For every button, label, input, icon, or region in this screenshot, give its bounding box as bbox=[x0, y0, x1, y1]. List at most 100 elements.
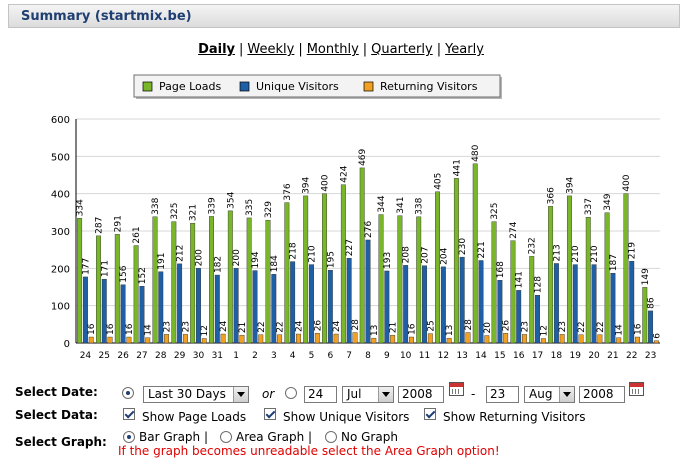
bar bbox=[616, 337, 622, 344]
data-label: 14 bbox=[615, 324, 625, 336]
bar bbox=[290, 261, 296, 344]
legend bbox=[133, 74, 501, 98]
returning-visitors-checkbox[interactable] bbox=[424, 408, 436, 420]
data-label: 227 bbox=[345, 239, 355, 256]
data-label: 337 bbox=[584, 198, 594, 215]
x-tick-label: 16 bbox=[513, 351, 525, 361]
calendar-icon[interactable] bbox=[449, 382, 464, 396]
x-tick-label: 28 bbox=[155, 351, 167, 361]
data-label: 25 bbox=[426, 320, 436, 331]
calendar-icon[interactable] bbox=[629, 382, 644, 396]
data-label: 184 bbox=[270, 255, 280, 272]
data-label: 329 bbox=[264, 201, 274, 218]
bar bbox=[566, 195, 572, 344]
data-label: 400 bbox=[321, 174, 331, 191]
bar bbox=[239, 334, 245, 344]
select-graph-label: Select Graph: bbox=[15, 435, 107, 449]
bar bbox=[629, 261, 635, 344]
data-label: 204 bbox=[439, 247, 449, 264]
from-day-input[interactable]: 24 bbox=[304, 386, 337, 403]
data-label: 23 bbox=[163, 321, 173, 332]
data-label: 22 bbox=[577, 321, 587, 332]
x-tick-label: 7 bbox=[346, 351, 352, 361]
period-link-weekly[interactable]: Weekly bbox=[247, 42, 295, 57]
date-range-radio[interactable] bbox=[122, 387, 134, 399]
bar bbox=[510, 240, 516, 344]
data-label: 219 bbox=[628, 242, 638, 259]
chevron-down-icon bbox=[233, 387, 248, 402]
period-link-monthly[interactable]: Monthly bbox=[306, 42, 359, 57]
period-link-quarterly[interactable]: Quarterly bbox=[371, 42, 433, 57]
bar bbox=[642, 287, 648, 344]
bar bbox=[359, 167, 365, 344]
bar-chart: Page Loads Unique Visitors Returning Visit… bbox=[51, 74, 662, 361]
bar bbox=[309, 264, 314, 344]
data-label: 441 bbox=[452, 159, 462, 176]
x-tick-label: 9 bbox=[384, 351, 390, 361]
x-tick-label: 5 bbox=[309, 351, 315, 361]
y-tick-label: 600 bbox=[51, 115, 70, 126]
data-label: 128 bbox=[534, 276, 544, 293]
period-link-daily[interactable]: Daily bbox=[198, 42, 236, 57]
bar bbox=[491, 221, 497, 344]
data-label: 187 bbox=[609, 254, 619, 271]
bar-graph-radio[interactable] bbox=[123, 431, 135, 443]
data-label: 210 bbox=[590, 245, 600, 262]
unique-visitors-checkbox-label: Show Unique Visitors bbox=[283, 410, 410, 424]
x-tick-label: 18 bbox=[551, 351, 563, 361]
bar bbox=[265, 219, 271, 344]
data-label: 16 bbox=[634, 323, 644, 335]
returning-visitors-checkbox-label: Show Returning Visitors bbox=[443, 410, 586, 424]
data-label: 141 bbox=[515, 271, 525, 288]
x-tick-label: 4 bbox=[290, 351, 296, 361]
to-day-input[interactable]: 23 bbox=[486, 386, 519, 403]
data-label: 24 bbox=[219, 320, 229, 332]
data-label: 338 bbox=[415, 197, 425, 214]
bar bbox=[403, 265, 409, 344]
data-label: 26 bbox=[313, 320, 323, 332]
bar bbox=[246, 217, 252, 344]
y-tick-label: 200 bbox=[51, 264, 70, 275]
legend-entry: Page Loads bbox=[159, 80, 222, 93]
bar bbox=[96, 235, 101, 344]
x-tick-label: 17 bbox=[532, 351, 543, 361]
chevron-down-icon bbox=[559, 387, 574, 402]
from-month-select[interactable]: Jul bbox=[342, 386, 394, 403]
bar bbox=[209, 216, 214, 344]
to-year-input[interactable]: 2008 bbox=[579, 386, 625, 403]
data-label: 394 bbox=[565, 176, 575, 193]
x-tick-label: 13 bbox=[456, 351, 467, 361]
data-label: 16 bbox=[407, 323, 417, 335]
x-tick-label: 21 bbox=[607, 351, 618, 361]
period-link-yearly[interactable]: Yearly bbox=[445, 42, 484, 57]
bar bbox=[346, 258, 352, 344]
bar bbox=[653, 340, 659, 344]
bar bbox=[591, 264, 597, 344]
y-tick-label: 500 bbox=[51, 152, 70, 163]
x-tick-label: 19 bbox=[569, 351, 581, 361]
bar bbox=[220, 333, 226, 344]
data-label: 325 bbox=[490, 202, 500, 219]
data-label: 334 bbox=[76, 199, 86, 216]
data-label: 12 bbox=[200, 325, 210, 336]
data-label: 86 bbox=[647, 297, 657, 309]
bar bbox=[190, 222, 196, 344]
data-label: 6 bbox=[652, 333, 662, 339]
x-tick-label: 22 bbox=[626, 351, 637, 361]
data-label: 28 bbox=[464, 319, 474, 331]
data-label: 335 bbox=[245, 199, 255, 216]
bar bbox=[152, 216, 158, 344]
area-graph-radio[interactable] bbox=[220, 431, 232, 443]
bar bbox=[258, 334, 264, 344]
no-graph-radio[interactable] bbox=[325, 431, 337, 443]
date-range-select[interactable]: Last 30 Days bbox=[143, 386, 249, 403]
legend-swatch bbox=[239, 81, 250, 92]
bar bbox=[177, 263, 183, 344]
to-month-select[interactable]: Aug bbox=[524, 386, 575, 403]
page-loads-checkbox[interactable] bbox=[123, 408, 135, 420]
data-label: 21 bbox=[389, 322, 399, 333]
bar bbox=[295, 333, 301, 344]
from-year-input[interactable]: 2008 bbox=[398, 386, 444, 403]
custom-date-radio[interactable] bbox=[285, 387, 297, 399]
unique-visitors-checkbox[interactable] bbox=[264, 408, 276, 420]
